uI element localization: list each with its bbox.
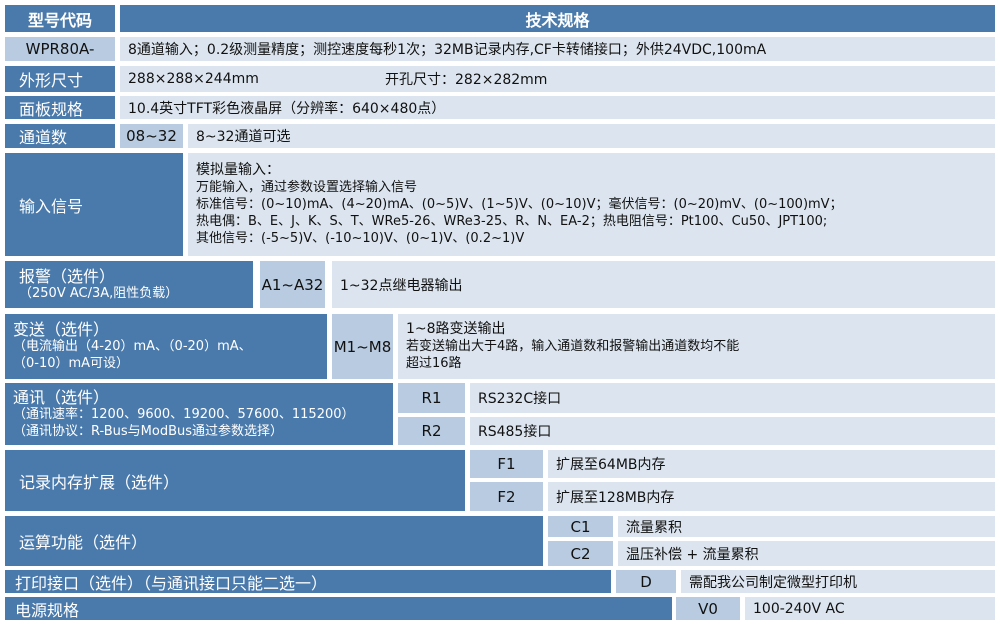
alarm-title: 报警（选件） <box>19 266 116 286</box>
comm-sub: （通讯协议：R-Bus与ModBus通过参数选择） <box>13 423 284 439</box>
comm-code-r2: R2 <box>398 417 465 445</box>
memory-code-f1: F1 <box>470 450 543 478</box>
memory-label: 记录内存扩展（选件） <box>5 450 465 511</box>
transmit-label: 变送（选件） （电流输出（4-20）mA、（0-20）mA、 （0-10）mA可… <box>5 314 327 379</box>
transmit-line: 超过16路 <box>406 356 462 371</box>
calc-code-c1: C1 <box>548 516 613 537</box>
channels-desc: 8~32通道可选 <box>188 124 995 148</box>
comm-label: 通讯（选件） （通讯速率：1200、9600、19200、57600、11520… <box>5 383 393 445</box>
alarm-label: 报警（选件） （250V AC/3A,阻性负载） <box>5 261 253 308</box>
alarm-sub: （250V AC/3A,阻性负载） <box>19 285 179 301</box>
power-label: 电源规格 <box>5 597 672 620</box>
panel-desc: 10.4英寸TFT彩色液晶屏（分辨率：640×480点） <box>120 96 995 119</box>
transmit-line: 若变送输出大于4路，输入通道数和报警输出通道数均不能 <box>406 339 740 354</box>
input-line: 标准信号：(0~10)mA、(4~20)mA、(0~5)V、(1~5)V、(0~… <box>196 197 843 212</box>
comm-code-r1: R1 <box>398 383 465 413</box>
input-line: 热电偶：B、E、J、K、S、T、WRe5-26、WRe3-25、R、N、EA-2… <box>196 214 828 229</box>
model-desc: 8通道输入；0.2级测量精度；测控速度每秒1次；32MB记录内存,CF卡转储接口… <box>120 37 995 61</box>
printer-desc: 需配我公司制定微型打印机 <box>681 570 995 593</box>
printer-label: 打印接口（选件）（与通讯接口只能二选一） <box>5 570 611 593</box>
size-dims: 288×288×244mm <box>128 71 259 87</box>
comm-desc-r1: RS232C接口 <box>470 383 995 413</box>
transmit-title: 变送（选件） <box>13 320 110 339</box>
alarm-code: A1~A32 <box>260 261 325 308</box>
memory-code-f2: F2 <box>470 482 543 511</box>
memory-desc-f1: 扩展至64MB内存 <box>548 450 995 478</box>
alarm-desc: 1~32点继电器输出 <box>332 261 995 308</box>
transmit-code: M1~M8 <box>332 314 393 379</box>
comm-desc-r2: RS485接口 <box>470 417 995 445</box>
header-model-code: 型号代码 <box>5 5 115 32</box>
transmit-line: 1~8路变送输出 <box>406 321 506 337</box>
input-desc: 模拟量输入： 万能输入，通过参数设置选择输入信号 标准信号：(0~10)mA、(… <box>188 153 995 256</box>
comm-title: 通讯（选件） <box>13 387 110 407</box>
transmit-sub: （电流输出（4-20）mA、（0-20）mA、 <box>13 339 252 354</box>
channels-code: 08~32 <box>120 124 183 148</box>
printer-code: D <box>616 570 676 593</box>
memory-desc-f2: 扩展至128MB内存 <box>548 482 995 511</box>
panel-label: 面板规格 <box>5 96 115 119</box>
power-code: V0 <box>676 597 740 620</box>
calc-label: 运算功能（选件） <box>5 516 543 566</box>
calc-desc-c2: 温压补偿 + 流量累积 <box>618 541 995 566</box>
transmit-sub: （0-10）mA可设） <box>13 356 130 371</box>
header-spec: 技术规格 <box>120 5 995 32</box>
size-label: 外形尺寸 <box>5 66 115 92</box>
input-line: 模拟量输入： <box>196 162 280 178</box>
size-cutout: 开孔尺寸：282×282mm <box>385 72 548 88</box>
comm-sub: （通讯速率：1200、9600、19200、57600、115200） <box>13 406 355 422</box>
model-code: WPR80A- <box>5 37 115 61</box>
transmit-desc: 1~8路变送输出 若变送输出大于4路，输入通道数和报警输出通道数均不能 超过16… <box>398 314 995 379</box>
input-label: 输入信号 <box>5 153 183 256</box>
channels-label: 通道数 <box>5 124 115 148</box>
calc-desc-c1: 流量累积 <box>618 516 995 537</box>
size-desc: 288×288×244mm 开孔尺寸：282×282mm <box>120 66 995 92</box>
input-line: 其他信号：(-5~5)V、(-10~10)V、(0~1)V、(0.2~1)V <box>196 231 525 246</box>
power-desc: 100-240V AC <box>745 597 995 620</box>
input-line: 万能输入，通过参数设置选择输入信号 <box>196 180 418 195</box>
calc-code-c2: C2 <box>548 541 613 566</box>
